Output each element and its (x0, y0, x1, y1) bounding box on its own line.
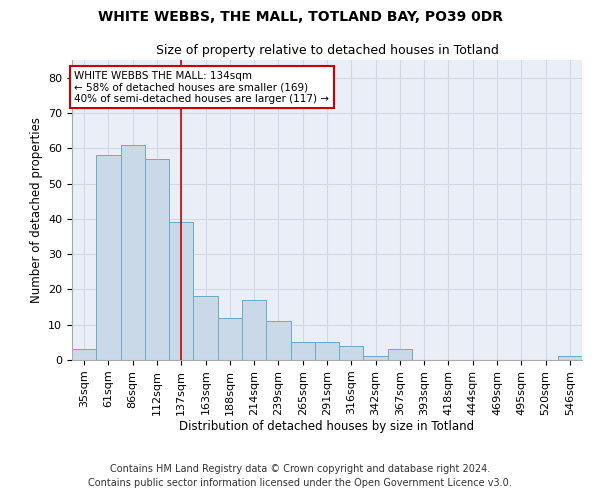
Text: Contains HM Land Registry data © Crown copyright and database right 2024.
Contai: Contains HM Land Registry data © Crown c… (88, 464, 512, 487)
Bar (364, 356, 388, 360)
Text: WHITE WEBBS, THE MALL, TOTLAND BAY, PO39 0DR: WHITE WEBBS, THE MALL, TOTLAND BAY, PO39… (97, 10, 503, 24)
Text: WHITE WEBBS THE MALL: 134sqm
← 58% of detached houses are smaller (169)
40% of s: WHITE WEBBS THE MALL: 134sqm ← 58% of de… (74, 70, 329, 104)
Bar (145, 159, 169, 360)
Bar (388, 350, 412, 360)
Bar (121, 144, 145, 360)
Bar (218, 318, 242, 360)
Bar (96, 156, 121, 360)
Bar (193, 296, 218, 360)
Bar (242, 300, 266, 360)
Bar (169, 222, 193, 360)
Bar (315, 342, 339, 360)
Y-axis label: Number of detached properties: Number of detached properties (29, 117, 43, 303)
Bar (558, 356, 582, 360)
Bar (290, 342, 315, 360)
Bar (339, 346, 364, 360)
Bar (72, 350, 96, 360)
Title: Size of property relative to detached houses in Totland: Size of property relative to detached ho… (155, 44, 499, 58)
Bar (266, 321, 290, 360)
X-axis label: Distribution of detached houses by size in Totland: Distribution of detached houses by size … (179, 420, 475, 434)
